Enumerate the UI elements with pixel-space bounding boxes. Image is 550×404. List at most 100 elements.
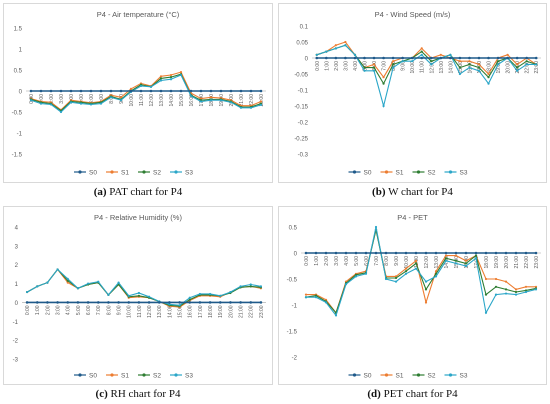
x-tick-label: 1:00 <box>39 94 45 104</box>
data-point-s1 <box>382 76 385 79</box>
data-point-s0 <box>304 251 308 255</box>
x-tick-label: 10:00 <box>404 256 410 269</box>
x-tick-label: 3:00 <box>343 61 349 71</box>
legend-label-s0: S0 <box>89 169 97 176</box>
y-tick-label: 4 <box>15 226 19 232</box>
data-point-s2 <box>392 63 395 66</box>
data-point-s3 <box>189 94 193 98</box>
x-tick-label: 20:00 <box>504 256 510 269</box>
data-point-s3 <box>76 287 80 290</box>
x-tick-label: 7:00 <box>99 94 105 104</box>
y-tick-label: -0.2 <box>298 121 309 127</box>
data-point-s0 <box>474 251 478 255</box>
x-tick-label: 23:00 <box>259 94 265 107</box>
data-point-s3 <box>516 69 519 72</box>
data-point-s0 <box>344 251 348 255</box>
chart-panel-w: P4 - Wind Speed (m/s) -0.3 -0.25 -0.2 -0.15 -… <box>278 3 547 183</box>
chart-w: P4 - Wind Speed (m/s) -0.3 -0.25 -0.2 -0.15 -… <box>294 10 541 176</box>
y-tick-label: 1 <box>19 48 23 54</box>
x-tick-label: 21:00 <box>239 305 245 318</box>
data-point-s0 <box>149 89 153 93</box>
legend-marker-s1 <box>110 170 114 174</box>
data-point-s0 <box>515 56 519 60</box>
data-point-s0 <box>394 251 398 255</box>
data-point-s3 <box>188 296 191 299</box>
x-tick-label: 5:00 <box>79 94 85 104</box>
data-point-s1 <box>504 280 508 283</box>
data-point-s2 <box>159 77 163 80</box>
data-point-s0 <box>188 301 192 304</box>
data-point-s0 <box>439 56 443 60</box>
data-point-s1 <box>514 288 518 291</box>
legend-marker-s2 <box>416 373 421 377</box>
data-point-s3 <box>525 63 528 66</box>
y-tick-label: 0 <box>294 252 298 258</box>
data-point-s3 <box>49 103 53 106</box>
data-point-s0 <box>159 89 163 93</box>
x-tick-label: 7:00 <box>96 305 102 315</box>
data-point-s3 <box>324 301 328 304</box>
y-tick-label: 0.1 <box>300 25 309 31</box>
series-line-s3 <box>26 268 262 306</box>
data-point-s1 <box>372 63 376 66</box>
data-point-s3 <box>239 106 243 109</box>
data-point-s3 <box>325 50 328 53</box>
x-tick-label: 16:00 <box>188 305 194 318</box>
data-point-s3 <box>420 53 423 56</box>
y-tick-label: -0.15 <box>294 105 308 111</box>
data-point-s2 <box>372 66 376 69</box>
data-point-s3 <box>127 294 130 297</box>
y-tick-label: 0.05 <box>296 41 308 47</box>
caption-pat: (a) PAT chart for P4 <box>3 186 273 198</box>
x-tick-label: 13:00 <box>157 305 163 318</box>
data-point-s1 <box>334 44 337 47</box>
data-point-s0 <box>404 251 408 255</box>
data-point-s3 <box>219 294 222 297</box>
data-point-s0 <box>129 89 133 93</box>
data-point-s0 <box>189 89 193 93</box>
data-point-s3 <box>534 288 538 291</box>
data-point-s0 <box>429 56 433 60</box>
data-point-s3 <box>249 106 253 109</box>
data-point-s3 <box>411 60 414 63</box>
x-tick-label: 13:00 <box>434 256 440 269</box>
data-point-s0 <box>96 301 100 304</box>
chart-panel-pet: P4 - PET -2 -1.5 -1 -0.5 0 0.5 0:00 1:00 2:00 3:00… <box>278 206 547 385</box>
data-point-s1 <box>458 60 461 63</box>
x-tick-label: 12:00 <box>429 61 435 74</box>
legend-marker-s0 <box>352 170 357 174</box>
y-tick-label: 2 <box>15 263 19 269</box>
chart-title: P4 - PET <box>397 213 428 222</box>
data-point-s3 <box>66 277 69 280</box>
data-point-s0 <box>157 301 161 304</box>
data-point-s1 <box>392 60 395 63</box>
x-tick-label: 12:00 <box>147 305 153 318</box>
data-point-s0 <box>35 301 39 304</box>
data-point-s3 <box>484 311 488 314</box>
series-line-s2 <box>30 73 262 112</box>
data-point-s2 <box>420 50 423 53</box>
x-tick-label: 15:00 <box>454 256 460 269</box>
data-point-s0 <box>66 301 70 304</box>
data-point-s2 <box>430 60 433 63</box>
data-point-s0 <box>477 56 481 60</box>
x-tick-label: 0:00 <box>315 61 321 71</box>
data-point-s1 <box>394 275 398 278</box>
x-tick-label: 1:00 <box>314 256 320 266</box>
data-point-s1 <box>487 72 490 76</box>
data-point-s0 <box>209 89 213 93</box>
data-point-s0 <box>424 251 428 255</box>
data-point-s2 <box>249 285 252 288</box>
legend-label-s1: S1 <box>121 372 129 379</box>
data-point-s3 <box>394 280 398 283</box>
data-point-s1 <box>169 73 173 77</box>
x-tick-label: 4:00 <box>69 94 75 104</box>
legend-label-s3: S3 <box>460 372 468 379</box>
caption-text-w: W chart for P4 <box>388 186 453 198</box>
legend-label-s1: S1 <box>396 169 404 176</box>
data-point-s3 <box>119 99 123 102</box>
data-point-s0 <box>259 301 263 304</box>
x-tick-label: 6:00 <box>364 256 370 266</box>
x-tick-label: 4:00 <box>66 305 72 315</box>
data-point-s0 <box>506 56 509 60</box>
